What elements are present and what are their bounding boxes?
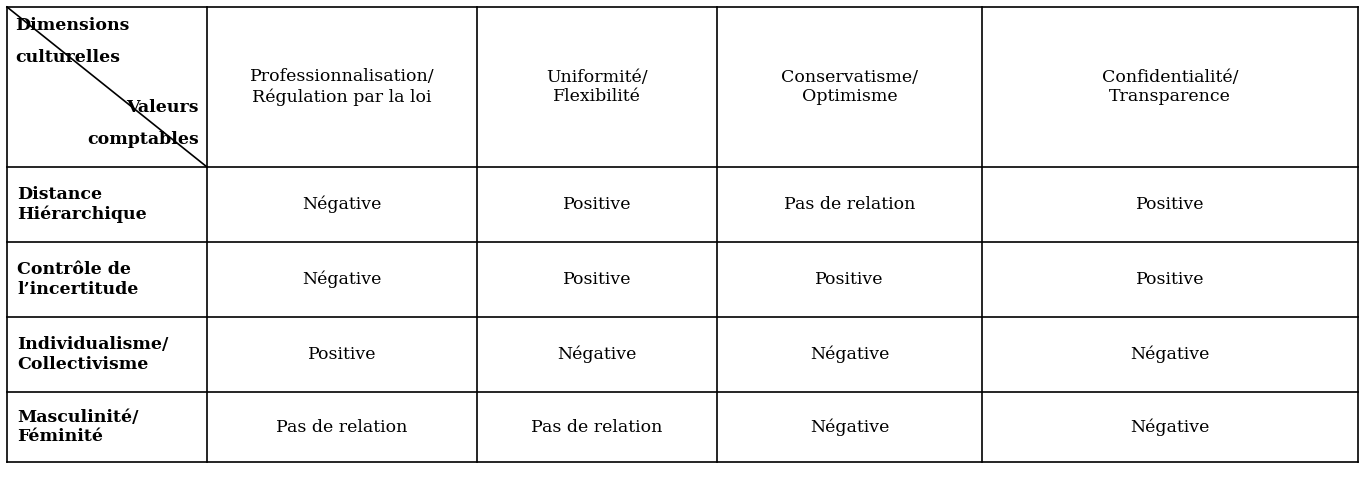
Text: Confidentialité/
Transparence: Confidentialité/ Transparence xyxy=(1102,69,1238,106)
Text: Négative: Négative xyxy=(809,346,889,363)
Text: Pas de relation: Pas de relation xyxy=(784,196,915,213)
Text: Positive: Positive xyxy=(307,346,377,363)
Text: Négative: Négative xyxy=(302,271,382,288)
Text: Négative: Négative xyxy=(1130,346,1209,363)
Text: Professionnalisation/
Régulation par la loi: Professionnalisation/ Régulation par la … xyxy=(250,69,434,106)
Text: Masculinité/
Féminité: Masculinité/ Féminité xyxy=(16,409,138,445)
Text: Uniformité/
Flexibilité: Uniformité/ Flexibilité xyxy=(546,69,648,106)
Text: Positive: Positive xyxy=(562,271,631,288)
Text: Pas de relation: Pas de relation xyxy=(531,419,662,435)
Text: Valeurs: Valeurs xyxy=(127,99,199,116)
Text: Négative: Négative xyxy=(809,418,889,436)
Text: Négative: Négative xyxy=(557,346,636,363)
Text: comptables: comptables xyxy=(87,131,199,148)
Text: Positive: Positive xyxy=(562,196,631,213)
Text: Positive: Positive xyxy=(815,271,883,288)
Text: Négative: Négative xyxy=(302,196,382,213)
Text: Individualisme/
Collectivisme: Individualisme/ Collectivisme xyxy=(16,336,168,373)
Text: Positive: Positive xyxy=(1136,196,1204,213)
Text: Pas de relation: Pas de relation xyxy=(276,419,408,435)
Text: Distance
Hiérarchique: Distance Hiérarchique xyxy=(16,186,147,223)
Text: Positive: Positive xyxy=(1136,271,1204,288)
Text: Contrôle de
l’incertitude: Contrôle de l’incertitude xyxy=(16,261,138,298)
Text: Négative: Négative xyxy=(1130,418,1209,436)
Text: Dimensions: Dimensions xyxy=(15,17,130,34)
Text: culturelles: culturelles xyxy=(15,49,120,66)
Text: Conservatisme/
Optimisme: Conservatisme/ Optimisme xyxy=(781,69,919,106)
